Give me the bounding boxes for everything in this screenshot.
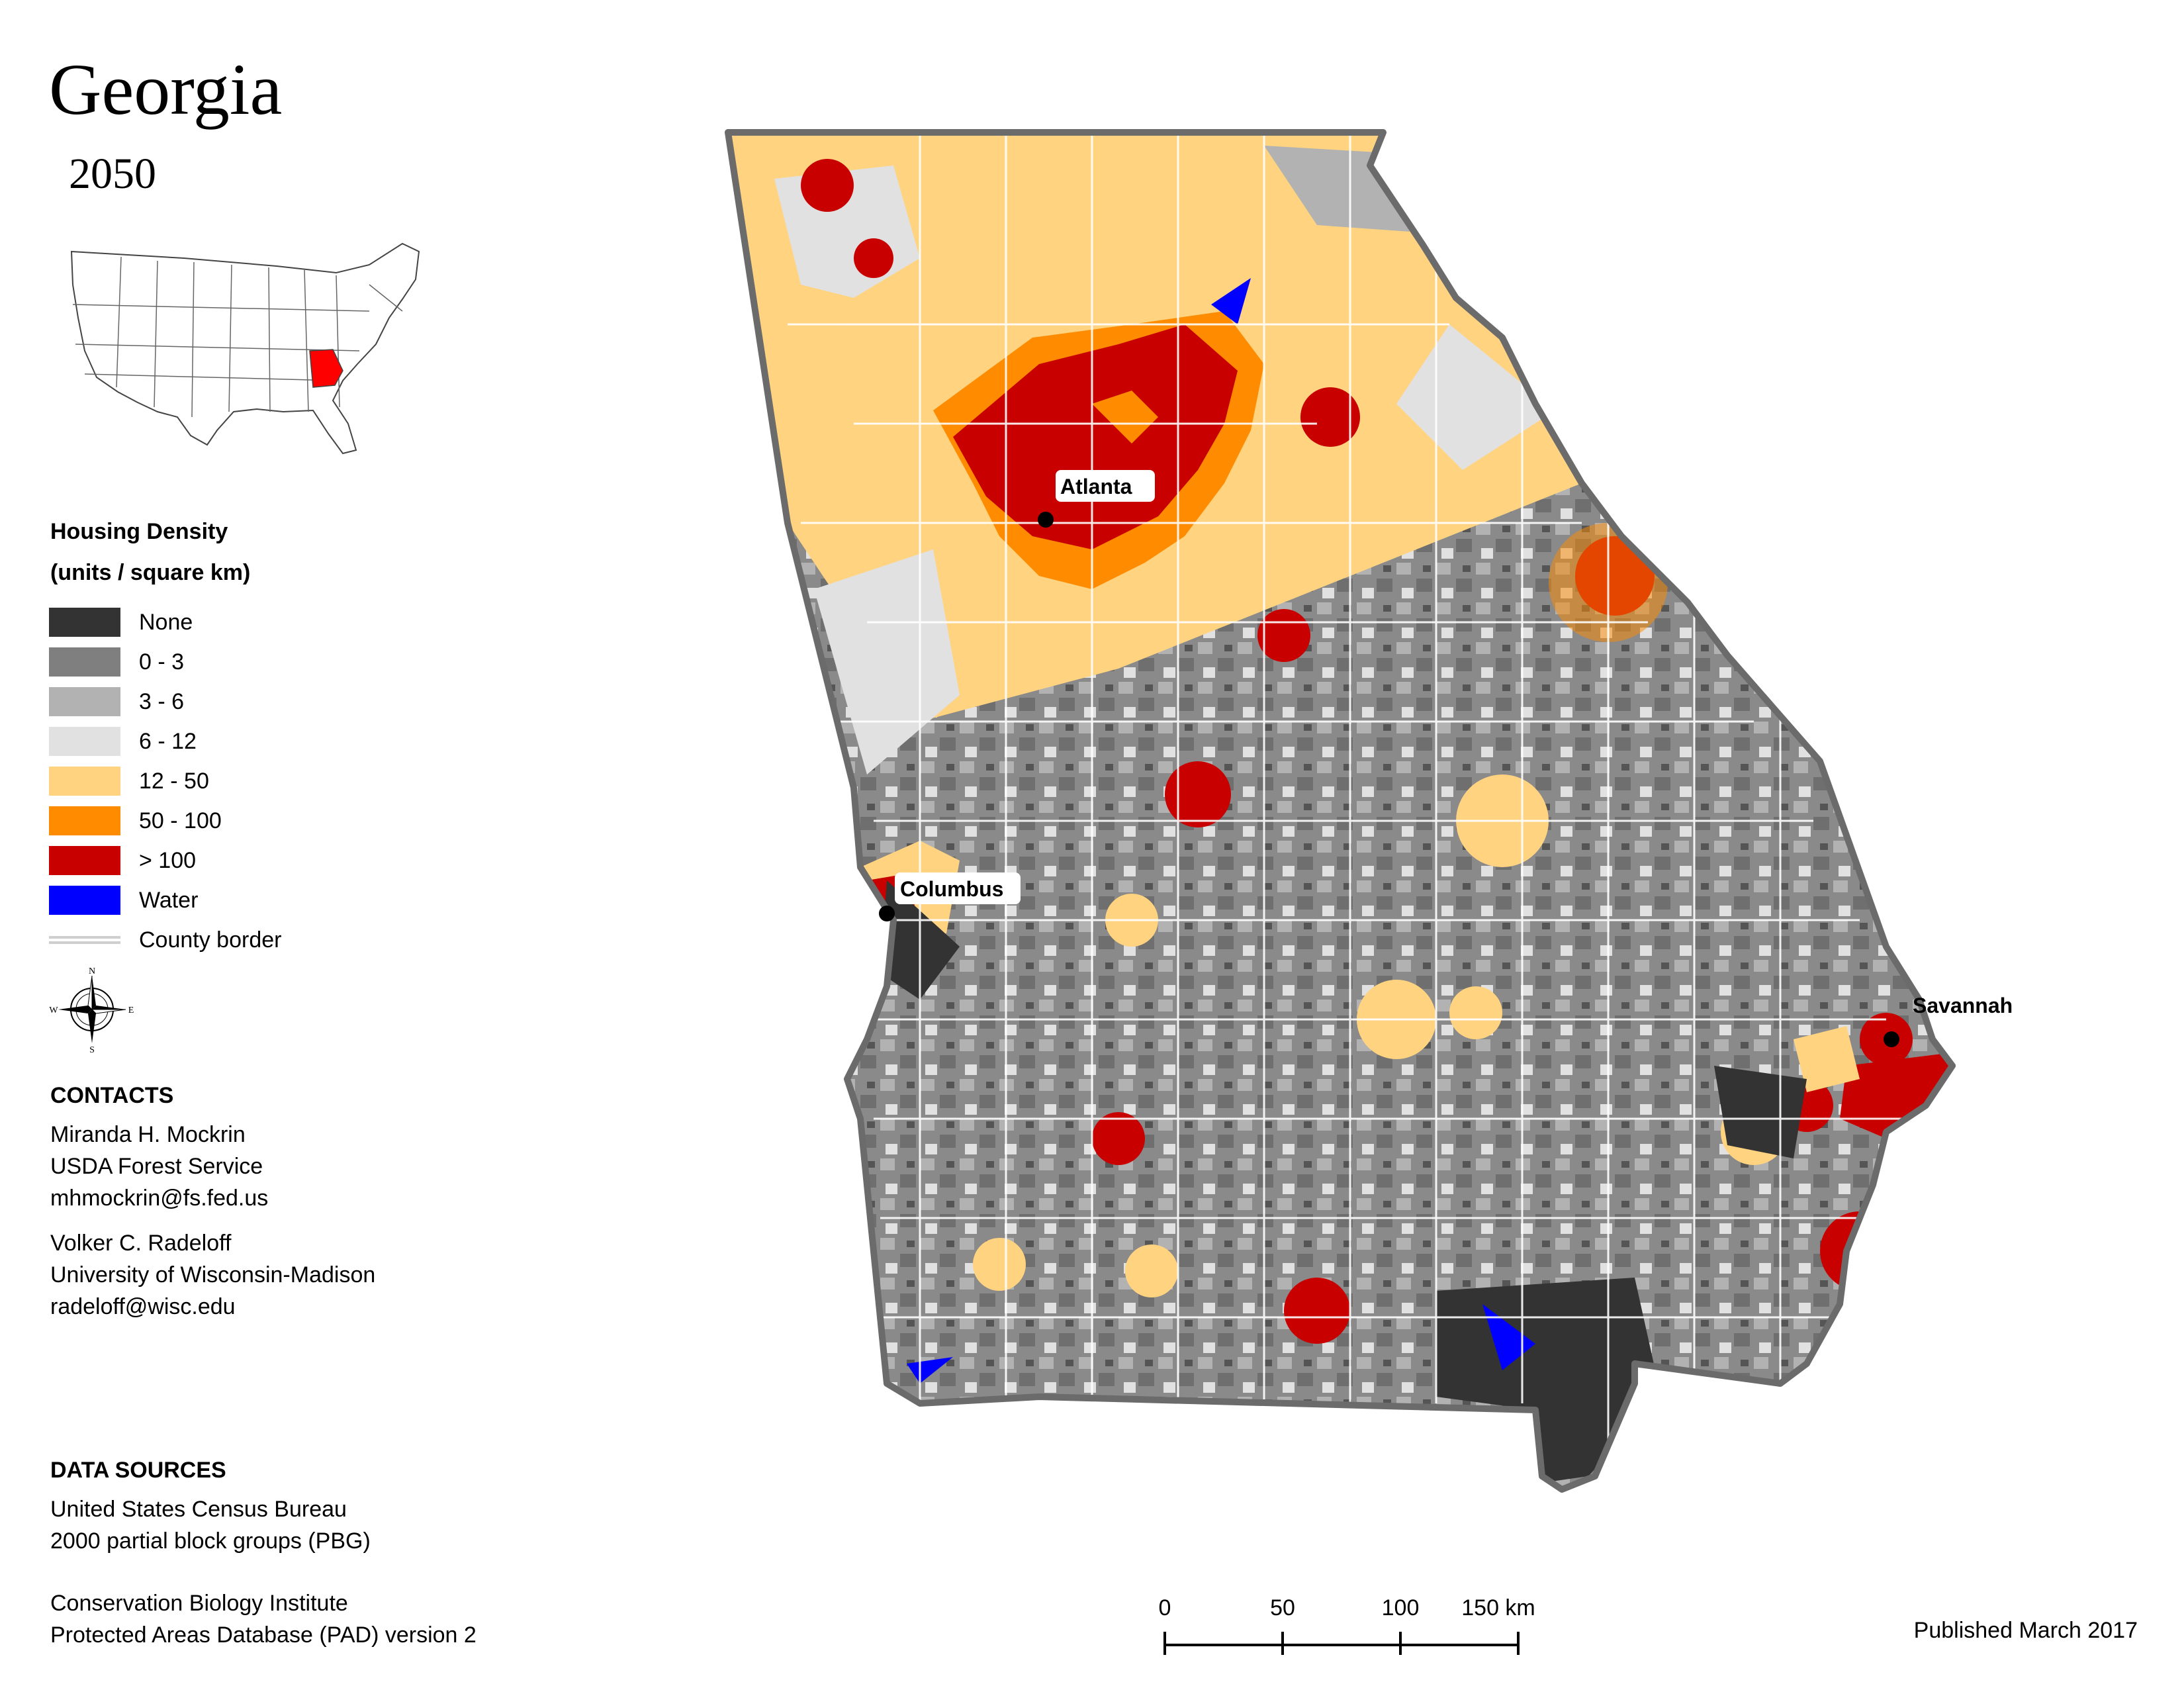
- data-source-block: United States Census Bureau 2000 partial…: [50, 1493, 371, 1557]
- data-source-line: 2000 partial block groups (PBG): [50, 1528, 371, 1554]
- data-source-line: United States Census Bureau: [50, 1497, 347, 1522]
- legend-label: County border: [139, 927, 282, 953]
- legend-swatch: [49, 727, 120, 756]
- legend-item-3-6: 3 - 6: [49, 686, 184, 718]
- legend-label: 6 - 12: [139, 728, 197, 754]
- legend-item-12-50: 12 - 50: [49, 765, 209, 797]
- atlanta-marker: [1038, 512, 1054, 528]
- us-locator-inset: [70, 242, 420, 455]
- compass-s: S: [89, 1045, 95, 1053]
- contact-block: Miranda H. Mockrin USDA Forest Service m…: [50, 1119, 268, 1214]
- scale-label-100: 100: [1382, 1595, 1420, 1620]
- us-state-lines: [72, 256, 403, 418]
- data-source-block: Conservation Biology Institute Protected…: [50, 1587, 477, 1651]
- map-title: Georgia: [49, 49, 283, 130]
- legend-item-50-100: 50 - 100: [49, 805, 222, 837]
- legend-swatch: [49, 687, 120, 716]
- county-border-swatch: [49, 936, 120, 944]
- atlanta-label-bg: [1056, 470, 1155, 502]
- georgia-state-outline: [725, 129, 1956, 1493]
- contact-email: radeloff@wisc.edu: [50, 1294, 236, 1319]
- scale-bar-line: [1163, 1632, 1520, 1655]
- savannah-label: Savannah: [1913, 994, 2013, 1017]
- legend-item-county-border: County border: [49, 924, 281, 956]
- contact-block: Volker C. Radeloff University of Wiscons…: [50, 1227, 375, 1323]
- legend-item-none: None: [49, 606, 193, 638]
- published-date: Published March 2017: [1913, 1618, 2138, 1643]
- atlanta-label: Atlanta: [1060, 475, 1132, 498]
- legend-swatch: [49, 647, 120, 677]
- compass-rose-icon: N S E W: [49, 966, 134, 1053]
- georgia-housing-density-map: Atlanta Columbus Savannah: [725, 129, 2013, 1493]
- data-sources-heading: DATA SOURCES: [50, 1458, 226, 1483]
- legend-label: > 100: [139, 847, 197, 873]
- columbus-label-bg: [895, 872, 1021, 904]
- legend-label: None: [139, 609, 193, 635]
- compass-n: N: [89, 966, 95, 976]
- compass-w: W: [49, 1006, 58, 1015]
- contact-name: Miranda H. Mockrin: [50, 1122, 246, 1147]
- scale-bar: 0 50 100 150 km: [1159, 1595, 1535, 1655]
- savannah-marker: [1884, 1031, 1899, 1047]
- columbus-label: Columbus: [900, 877, 1003, 901]
- legend-label: 50 - 100: [139, 808, 222, 833]
- legend-label: 0 - 3: [139, 649, 185, 675]
- legend-swatch: [49, 886, 120, 915]
- contact-name: Volker C. Radeloff: [50, 1231, 232, 1256]
- columbus-marker: [879, 906, 895, 921]
- compass-e: E: [128, 1006, 134, 1015]
- county-borders: [788, 132, 1926, 1450]
- legend-label: Water: [139, 887, 199, 913]
- contact-email: mhmockrin@fs.fed.us: [50, 1186, 269, 1211]
- legend-swatch: [49, 846, 120, 875]
- scale-label-150: 150 km: [1461, 1595, 1535, 1620]
- scale-label-0: 0: [1159, 1595, 1171, 1620]
- data-source-line: Protected Areas Database (PAD) version 2: [50, 1622, 477, 1648]
- legend-label: 3 - 6: [139, 688, 185, 714]
- legend-label: 12 - 50: [139, 768, 209, 794]
- map-year: 2050: [69, 150, 156, 198]
- georgia-highlight: [309, 349, 343, 388]
- density-surface: [728, 132, 1952, 1489]
- data-source-line: Conservation Biology Institute: [50, 1591, 348, 1616]
- contact-org: USDA Forest Service: [50, 1154, 263, 1179]
- contact-org: University of Wisconsin-Madison: [50, 1262, 376, 1288]
- legend-item-over-100: > 100: [49, 845, 196, 876]
- legend-title: Housing Density: [50, 519, 228, 544]
- legend-swatch: [49, 767, 120, 796]
- contacts-heading: CONTACTS: [50, 1083, 174, 1108]
- legend-item-0-3: 0 - 3: [49, 646, 184, 678]
- legend-units: (units / square km): [50, 560, 251, 585]
- legend-item-water: Water: [49, 884, 198, 916]
- scale-label-50: 50: [1270, 1595, 1295, 1620]
- legend-swatch: [49, 806, 120, 835]
- legend-item-6-12: 6 - 12: [49, 726, 197, 757]
- legend-swatch: [49, 608, 120, 637]
